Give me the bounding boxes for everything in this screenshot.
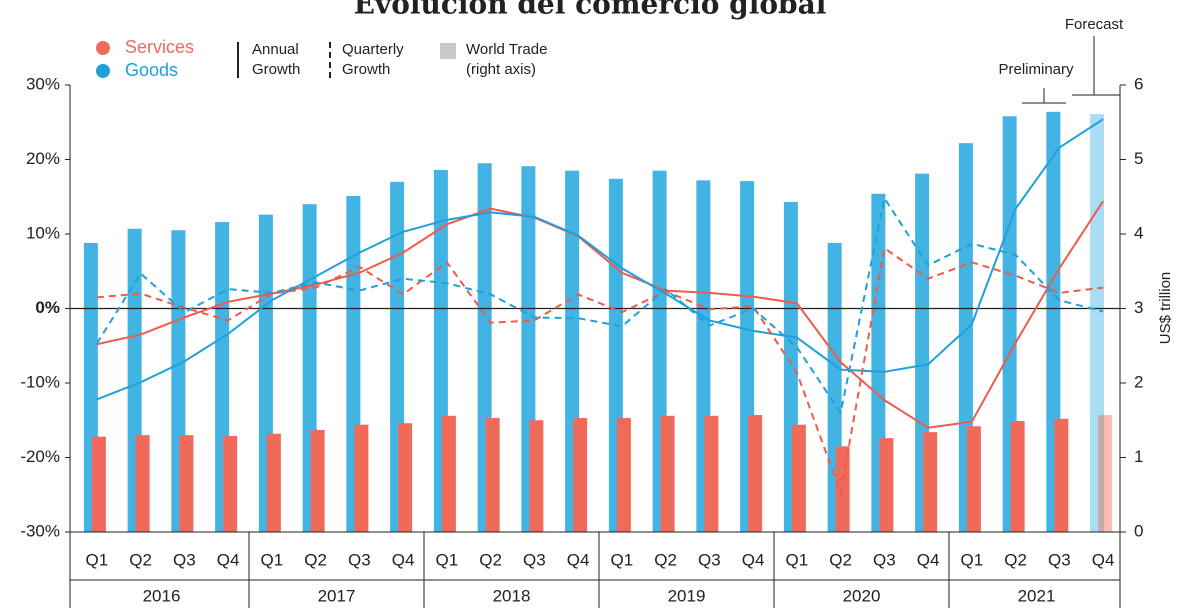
bar [266, 433, 281, 532]
bar [616, 418, 631, 532]
bar [748, 415, 763, 532]
y-tick-label: 0% [35, 298, 60, 317]
x-tick-label: Q1 [436, 550, 459, 569]
x-tick-label: Q1 [786, 550, 809, 569]
bar [179, 435, 194, 532]
bar [1098, 415, 1113, 532]
bar [660, 415, 675, 532]
legend-swatch [440, 43, 456, 59]
bar [879, 438, 894, 532]
x-tick-label: Q3 [523, 550, 546, 569]
group-label: 2021 [1018, 586, 1056, 605]
x-tick-label: Q2 [829, 550, 852, 569]
legend-label: Goods [125, 60, 178, 80]
x-tick-label: Q3 [873, 550, 896, 569]
x-tick-label: Q4 [217, 550, 240, 569]
line [96, 200, 1104, 429]
group-label: 2019 [668, 586, 706, 605]
y2-tick-label: 3 [1134, 298, 1143, 317]
x-tick-label: Q3 [173, 550, 196, 569]
y2-tick-label: 1 [1134, 447, 1143, 466]
y-tick-label: -10% [20, 372, 60, 391]
y2-tick-label: 0 [1134, 521, 1143, 540]
chart-title: Evolución del comercio global [354, 0, 827, 21]
group-label: 2018 [493, 586, 531, 605]
x-tick-label: Q2 [1004, 550, 1027, 569]
bar [398, 423, 413, 532]
x-tick-label: Q2 [304, 550, 327, 569]
legend-label: World Trade (right axis) [466, 41, 547, 78]
x-tick-label: Q4 [1092, 550, 1115, 569]
bar [835, 446, 850, 532]
x-tick-label: Q4 [917, 550, 940, 569]
group-label: 2016 [143, 586, 181, 605]
y2-tick-label: 4 [1134, 223, 1143, 242]
bar [791, 424, 806, 532]
bar [310, 429, 325, 532]
bar [966, 426, 981, 532]
y2-axis-title: US$ trillion [1157, 272, 1174, 345]
line [96, 118, 1104, 401]
x-tick-label: Q2 [129, 550, 152, 569]
bar [1054, 418, 1069, 532]
y2-tick-label: 6 [1134, 74, 1143, 93]
bar [441, 415, 456, 532]
x-tick-label: Q4 [567, 550, 590, 569]
y2-tick-label: 2 [1134, 372, 1143, 391]
group-label: 2020 [843, 586, 881, 605]
y2-tick-label: 5 [1134, 149, 1143, 168]
legend-swatch [96, 41, 110, 55]
bar [223, 435, 238, 532]
y-tick-label: -30% [20, 521, 60, 540]
line [96, 246, 1104, 497]
x-tick-label: Q3 [698, 550, 721, 569]
legend-label: Services [125, 37, 194, 57]
annotation: Preliminary [998, 61, 1074, 78]
bar [1010, 420, 1025, 532]
x-tick-label: Q1 [261, 550, 284, 569]
legend-swatch [96, 64, 110, 78]
bar [485, 418, 500, 532]
x-tick-label: Q2 [654, 550, 677, 569]
bar [529, 420, 544, 532]
bar [354, 424, 369, 532]
y-tick-label: -20% [20, 447, 60, 466]
bar [91, 436, 106, 532]
line [96, 195, 1104, 416]
x-tick-label: Q3 [1048, 550, 1071, 569]
x-tick-label: Q4 [742, 550, 765, 569]
bar [704, 415, 719, 532]
x-tick-label: Q1 [611, 550, 634, 569]
y-tick-label: 10% [26, 223, 60, 242]
bar [573, 418, 588, 532]
legend-label: Quarterly Growth [342, 41, 404, 78]
group-label: 2017 [318, 586, 356, 605]
x-tick-label: Q1 [86, 550, 109, 569]
bar [1090, 114, 1105, 533]
bar [135, 435, 150, 532]
x-tick-label: Q1 [961, 550, 984, 569]
y-tick-label: 20% [26, 149, 60, 168]
y-tick-label: 30% [26, 74, 60, 93]
annotation: Forecast [1065, 16, 1124, 33]
x-tick-label: Q2 [479, 550, 502, 569]
legend-label: Annual Growth [252, 41, 300, 78]
bar [923, 432, 938, 532]
x-tick-label: Q4 [392, 550, 415, 569]
x-tick-label: Q3 [348, 550, 371, 569]
